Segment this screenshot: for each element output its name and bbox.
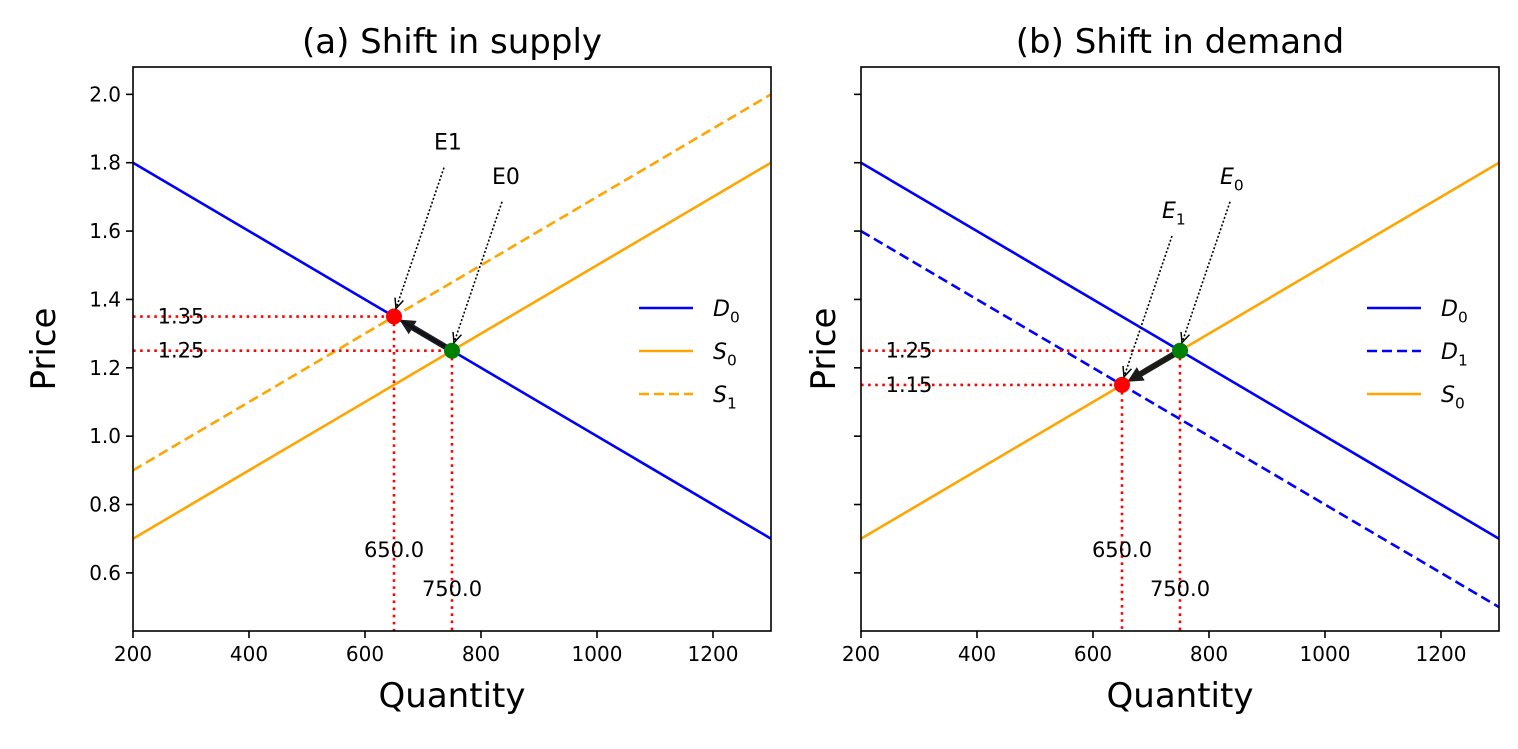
legend-label-0-sub: 0 (1458, 309, 1468, 327)
annotation-label-0-main: E (1220, 165, 1234, 190)
shift-arrow (1127, 350, 1178, 382)
annotation-label-0: E0 (1220, 165, 1244, 195)
legend-label-0-main: D (713, 297, 730, 322)
y-tick-label-6: 1.8 (89, 151, 121, 175)
annotation-label-1: E1 (1162, 199, 1186, 229)
equilibrium-point-0 (444, 342, 460, 359)
price-value-label-1: 1.15 (886, 373, 933, 397)
legend-label-1-sub: 0 (727, 352, 737, 370)
annotation-label-1: E1 (434, 131, 462, 156)
legend-label-1-main: S (713, 340, 727, 365)
y-tick-label-0: 0.6 (89, 561, 121, 585)
legend-label-2: S0 (1441, 383, 1465, 413)
plot-area (861, 161, 1499, 631)
legend-label-1-sub: 1 (1458, 352, 1468, 370)
x-tick-label-2: 600 (1074, 642, 1112, 666)
equilibrium-point-1 (386, 308, 402, 325)
annotation-label-0-main: E0 (492, 165, 520, 190)
legend-label-0-sub: 0 (730, 309, 740, 327)
y-tick-label-2: 1.0 (89, 424, 121, 448)
chart-title: (a) Shift in supply (302, 22, 602, 62)
x-tick-label-3: 800 (1190, 642, 1228, 666)
annotation-pointer-1 (1124, 235, 1173, 377)
axes-frame (132, 66, 772, 632)
y-axis-label: Price (804, 308, 844, 391)
y-tick-label-5: 1.6 (89, 219, 121, 243)
x-tick-label-1: 400 (230, 642, 268, 666)
chart-title: (b) Shift in demand (1016, 22, 1344, 62)
annotation-pointer-1 (396, 167, 445, 309)
legend-label-1: D1 (1441, 340, 1468, 370)
legend-label-2-main: S (1441, 383, 1455, 408)
x-axis-label: Quantity (379, 676, 526, 716)
x-tick-label-5: 1200 (1416, 642, 1467, 666)
annotation-pointer-0 (1182, 201, 1231, 343)
annotation-label-1-sub: 1 (1176, 211, 1186, 229)
annotation-pointer-0 (454, 201, 503, 343)
legend-label-2: S1 (713, 383, 737, 413)
x-tick-label-2: 600 (346, 642, 384, 666)
price-value-label-1: 1.35 (158, 305, 205, 329)
annotation-label-1-main: E (1162, 199, 1176, 224)
x-tick-label-4: 1000 (572, 642, 623, 666)
x-tick-label-5: 1200 (688, 642, 739, 666)
y-axis-label: Price (24, 308, 64, 391)
annotation-label-0: E0 (492, 165, 520, 190)
y-tick-label-1: 0.8 (89, 493, 121, 517)
legend-label-1: S0 (713, 340, 737, 370)
legend-label-0: D0 (713, 297, 740, 327)
series-line-1 (861, 229, 1499, 609)
price-value-label-0: 1.25 (886, 339, 933, 363)
y-tick-label-7: 2.0 (89, 82, 121, 106)
annotation-label-0-sub: 0 (1234, 176, 1244, 194)
x-axis-label: Quantity (1107, 676, 1254, 716)
legend-label-0-main: D (1441, 297, 1458, 322)
series-line-2 (133, 93, 771, 472)
y-tick-label-4: 1.4 (89, 287, 121, 311)
annotation-label-1-main: E1 (434, 131, 462, 156)
x-tick-label-4: 1000 (1300, 642, 1351, 666)
price-value-label-0: 1.25 (158, 339, 205, 363)
equilibrium-point-1 (1114, 376, 1130, 393)
legend-label-2-main: S (713, 383, 727, 408)
legend-label-2-sub: 0 (1455, 395, 1465, 413)
y-tick-label-3: 1.2 (89, 356, 121, 380)
x-tick-label-1: 400 (958, 642, 996, 666)
legend-label-0: D0 (1441, 297, 1468, 327)
axes-frame (860, 66, 1500, 632)
x-tick-label-0: 200 (842, 642, 880, 666)
quantity-value-label-1: 650.0 (1092, 538, 1152, 562)
equilibrium-point-0 (1172, 342, 1188, 359)
x-tick-label-3: 800 (462, 642, 500, 666)
shift-arrow (399, 319, 450, 351)
legend-label-2-sub: 1 (727, 395, 737, 413)
plot-area (133, 93, 771, 631)
legend-label-1-main: D (1441, 340, 1458, 365)
quantity-value-label-0: 750.0 (1150, 577, 1210, 601)
quantity-value-label-1: 650.0 (364, 538, 424, 562)
quantity-value-label-0: 750.0 (422, 577, 482, 601)
x-tick-label-0: 200 (114, 642, 152, 666)
